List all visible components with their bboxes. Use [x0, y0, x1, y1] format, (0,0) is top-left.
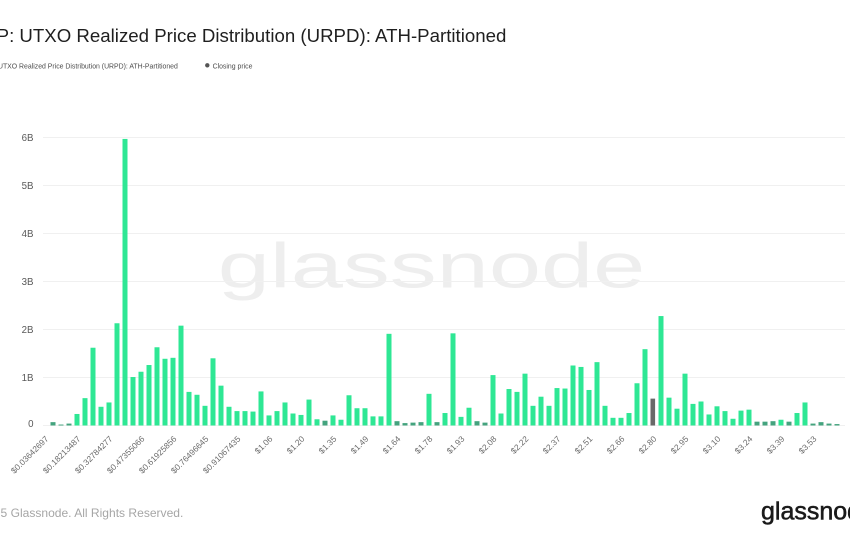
svg-text:XRP: UTXO Realized Price Distr: XRP: UTXO Realized Price Distribution (U…: [0, 25, 506, 46]
svg-text:glassnode: glassnode: [218, 231, 646, 301]
svg-text:© 2025 Glassnode. All Rights R: © 2025 Glassnode. All Rights Reserved.: [0, 506, 183, 520]
svg-text:5B: 5B: [22, 181, 34, 192]
svg-text:6B: 6B: [22, 133, 34, 144]
svg-text:0: 0: [28, 419, 34, 430]
svg-text:4B: 4B: [22, 229, 34, 240]
svg-text:3B: 3B: [22, 277, 34, 288]
svg-text:UTXO Realized Price Distributi: UTXO Realized Price Distribution (URPD):…: [0, 63, 178, 70]
svg-text:glassnode: glassnode: [761, 498, 850, 526]
svg-text:2B: 2B: [22, 325, 34, 336]
svg-text:Closing price: Closing price: [213, 63, 253, 70]
svg-text:1B: 1B: [22, 373, 34, 384]
